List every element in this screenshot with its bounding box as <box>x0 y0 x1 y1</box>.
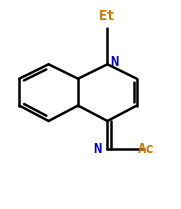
Text: N: N <box>94 142 102 156</box>
Text: N: N <box>110 55 119 69</box>
Text: Ac: Ac <box>138 142 154 156</box>
Text: Et: Et <box>99 9 116 23</box>
